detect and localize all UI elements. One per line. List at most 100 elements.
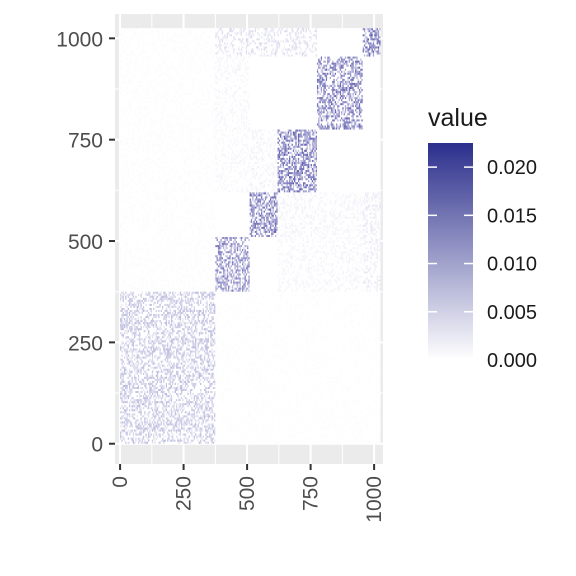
heatmap-tile-offdiag bbox=[233, 121, 234, 123]
heatmap-tile-offdiag bbox=[234, 73, 235, 75]
heatmap-tile-offdiag bbox=[142, 30, 143, 32]
heatmap-tile-offdiag bbox=[237, 186, 238, 188]
heatmap-tile-offdiag bbox=[238, 101, 240, 104]
heatmap-tile-offdiag bbox=[168, 275, 169, 277]
heatmap-tile-offdiag bbox=[304, 200, 306, 203]
heatmap-tile-offdiag bbox=[302, 257, 303, 259]
heatmap-tile-offdiag bbox=[137, 158, 138, 160]
heatmap-tile-offdiag bbox=[139, 83, 140, 85]
heatmap-tile-offdiag bbox=[313, 198, 315, 201]
heatmap-tile-offdiag bbox=[377, 257, 380, 260]
heatmap-tile-offdiag bbox=[352, 251, 354, 254]
heatmap-tile-offdiag bbox=[126, 138, 127, 140]
heatmap-tile-offdiag bbox=[128, 81, 129, 83]
heatmap-tile-offdiag bbox=[226, 164, 227, 166]
heatmap-tile-offdiag bbox=[355, 279, 357, 282]
heatmap-tile-offdiag bbox=[226, 66, 229, 69]
heatmap-tile-offdiag bbox=[341, 196, 343, 199]
heatmap-tile-offdiag bbox=[337, 290, 338, 292]
heatmap-tile-offdiag bbox=[374, 212, 376, 215]
heatmap-tile-offdiag bbox=[236, 121, 239, 124]
heatmap-tile-offdiag bbox=[340, 211, 341, 213]
heatmap-tile-offdiag bbox=[283, 198, 286, 201]
heatmap-tile-offdiag bbox=[148, 271, 149, 273]
heatmap-tile-offdiag bbox=[125, 75, 126, 77]
heatmap-tile-offdiag bbox=[233, 97, 235, 100]
heatmap-tile-offdiag bbox=[232, 121, 233, 123]
heatmap-tile-offdiag bbox=[272, 147, 274, 150]
heatmap-tile-offdiag bbox=[367, 285, 370, 288]
heatmap-tile-offdiag bbox=[216, 56, 218, 59]
heatmap-tile-offdiag bbox=[238, 85, 239, 87]
heatmap-tile-offdiag bbox=[369, 222, 371, 225]
heatmap-tile-offdiag bbox=[172, 50, 173, 52]
heatmap-tile-offdiag bbox=[290, 249, 292, 252]
heatmap-tile-offdiag bbox=[180, 65, 181, 67]
heatmap-tile-offdiag bbox=[374, 281, 376, 284]
heatmap-tile-offdiag bbox=[151, 134, 152, 136]
heatmap-tile-offdiag bbox=[333, 267, 335, 270]
heatmap-tile-offdiag bbox=[139, 288, 140, 290]
heatmap-tile-offdiag bbox=[300, 198, 301, 200]
heatmap-tile-offdiag bbox=[137, 211, 138, 213]
heatmap-tile-offdiag bbox=[322, 216, 324, 219]
heatmap-tile-offdiag bbox=[376, 239, 378, 242]
heatmap-tile-offdiag bbox=[241, 138, 242, 140]
heatmap-tile-offdiag bbox=[231, 65, 232, 67]
heatmap-tile-offdiag bbox=[273, 133, 276, 136]
heatmap-tile-offdiag bbox=[153, 63, 154, 65]
heatmap-tile-offdiag bbox=[297, 232, 300, 235]
heatmap-tile-offdiag bbox=[370, 192, 372, 195]
heatmap-tile-offdiag bbox=[236, 64, 239, 67]
heatmap-tile-offdiag bbox=[300, 280, 301, 282]
heatmap-tile-offdiag bbox=[140, 85, 141, 87]
heatmap-tile-offdiag bbox=[125, 91, 126, 93]
heatmap-tile-offdiag bbox=[285, 241, 286, 243]
heatmap-tile-offdiag bbox=[321, 282, 322, 284]
heatmap-tile-offdiag bbox=[218, 67, 219, 69]
heatmap-tile-offdiag bbox=[363, 212, 366, 215]
heatmap-tile-offdiag bbox=[346, 257, 347, 259]
heatmap-tile-offdiag bbox=[228, 176, 229, 178]
heatmap-tile-offdiag bbox=[269, 34, 272, 37]
heatmap-tile-offdiag bbox=[145, 164, 146, 166]
heatmap-tile-offdiag bbox=[175, 48, 176, 50]
heatmap-tile-offdiag bbox=[357, 251, 359, 254]
heatmap-tile-offdiag bbox=[303, 286, 304, 288]
heatmap-tile-offdiag bbox=[235, 70, 237, 73]
heatmap-tile-offdiag bbox=[291, 28, 293, 31]
heatmap-tile-offdiag bbox=[163, 286, 164, 288]
heatmap-tile-offdiag bbox=[148, 148, 149, 150]
heatmap-tile-offdiag bbox=[157, 71, 158, 73]
heatmap-tile-offdiag bbox=[129, 221, 130, 223]
heatmap-tile-offdiag bbox=[171, 221, 172, 223]
heatmap-tile-offdiag bbox=[121, 34, 122, 36]
heatmap-tile-offdiag bbox=[309, 275, 311, 278]
heatmap-tile-offdiag bbox=[121, 28, 122, 30]
heatmap-tile-offdiag bbox=[137, 113, 138, 115]
heatmap-tile-offdiag bbox=[306, 241, 307, 243]
heatmap-tile-offdiag bbox=[271, 40, 273, 43]
heatmap-tile-offdiag bbox=[140, 174, 141, 176]
heatmap-tile-offdiag bbox=[252, 168, 254, 171]
heatmap-tile-offdiag bbox=[147, 286, 148, 288]
heatmap-tile-offdiag bbox=[172, 138, 173, 140]
heatmap-tile-offdiag bbox=[168, 156, 169, 158]
heatmap-tile-offdiag bbox=[347, 232, 349, 235]
heatmap-tile-offdiag bbox=[236, 158, 237, 160]
heatmap-tile-offdiag bbox=[353, 214, 356, 217]
heatmap-tile-offdiag bbox=[129, 121, 130, 123]
heatmap-tile-offdiag bbox=[177, 53, 178, 55]
heatmap-tile-offdiag bbox=[152, 40, 153, 42]
heatmap-tile-offdiag bbox=[151, 130, 152, 132]
heatmap-tile-offdiag bbox=[124, 85, 125, 87]
heatmap-tile-offdiag bbox=[316, 249, 319, 252]
heatmap-tile-offdiag bbox=[176, 28, 177, 30]
heatmap-tile-offdiag bbox=[243, 190, 244, 192]
heatmap-tile-offdiag bbox=[220, 172, 221, 174]
heatmap-tile-offdiag bbox=[135, 241, 136, 243]
heatmap-tile-offdiag bbox=[272, 176, 273, 178]
heatmap-tile-offdiag bbox=[311, 247, 314, 250]
heatmap-tile-offdiag bbox=[176, 73, 177, 75]
heatmap-tile-offdiag bbox=[179, 42, 180, 44]
